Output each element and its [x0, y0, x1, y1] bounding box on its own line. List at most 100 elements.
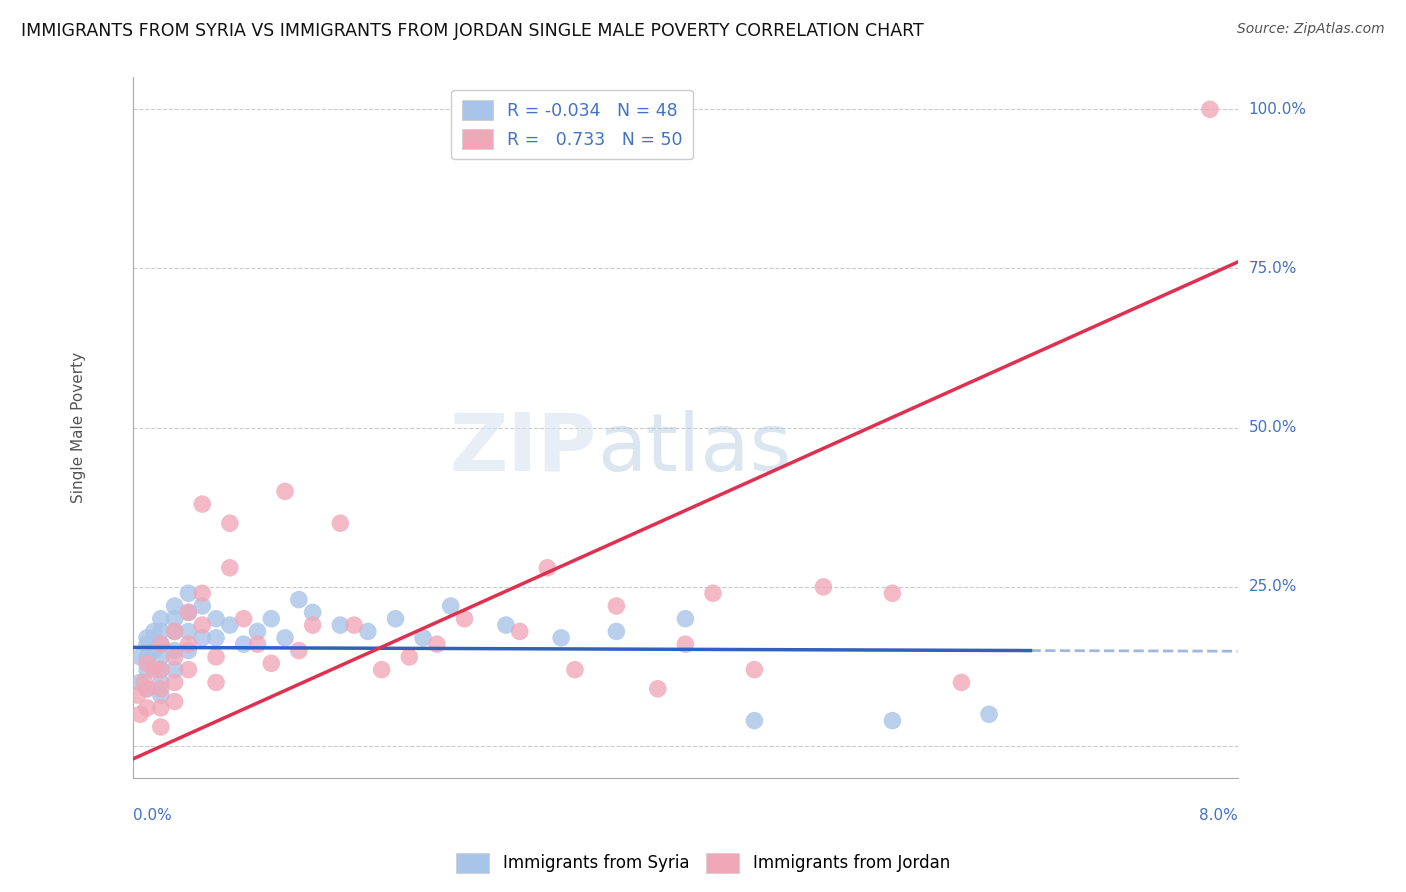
Point: [218, 618, 240, 632]
Point: [301, 618, 323, 632]
Point: [495, 618, 517, 632]
Point: [398, 649, 420, 664]
Point: [163, 599, 186, 613]
Point: [177, 637, 200, 651]
Point: [191, 599, 214, 613]
Point: [329, 618, 352, 632]
Point: [744, 663, 766, 677]
Point: [205, 631, 228, 645]
Point: [1199, 103, 1222, 117]
Point: [550, 631, 572, 645]
Point: [149, 688, 172, 702]
Point: [232, 637, 254, 651]
Point: [149, 663, 172, 677]
Point: [149, 701, 172, 715]
Point: [205, 649, 228, 664]
Text: IMMIGRANTS FROM SYRIA VS IMMIGRANTS FROM JORDAN SINGLE MALE POVERTY CORRELATION : IMMIGRANTS FROM SYRIA VS IMMIGRANTS FROM…: [21, 22, 924, 40]
Point: [163, 649, 186, 664]
Point: [149, 663, 172, 677]
Point: [177, 663, 200, 677]
Text: 25.0%: 25.0%: [1249, 580, 1296, 594]
Point: [329, 516, 352, 531]
Point: [564, 663, 586, 677]
Point: [129, 675, 152, 690]
Point: [149, 637, 172, 651]
Point: [191, 497, 214, 511]
Point: [343, 618, 366, 632]
Point: [191, 586, 214, 600]
Point: [301, 605, 323, 619]
Text: 100.0%: 100.0%: [1249, 102, 1306, 117]
Point: [136, 637, 159, 651]
Point: [163, 643, 186, 657]
Point: [149, 649, 172, 664]
Point: [142, 624, 165, 639]
Point: [702, 586, 724, 600]
Point: [163, 663, 186, 677]
Point: [136, 663, 159, 677]
Point: [191, 618, 214, 632]
Point: [149, 612, 172, 626]
Point: [509, 624, 531, 639]
Legend: Immigrants from Syria, Immigrants from Jordan: Immigrants from Syria, Immigrants from J…: [450, 847, 956, 880]
Point: [191, 631, 214, 645]
Point: [744, 714, 766, 728]
Text: 8.0%: 8.0%: [1199, 808, 1237, 823]
Point: [177, 586, 200, 600]
Point: [149, 624, 172, 639]
Point: [232, 612, 254, 626]
Point: [136, 631, 159, 645]
Point: [205, 675, 228, 690]
Legend: R = -0.034   N = 48, R =   0.733   N = 50: R = -0.034 N = 48, R = 0.733 N = 50: [451, 89, 693, 160]
Point: [647, 681, 669, 696]
Point: [440, 599, 463, 613]
Text: ZIP: ZIP: [450, 409, 598, 488]
Point: [149, 681, 172, 696]
Point: [426, 637, 449, 651]
Point: [412, 631, 434, 645]
Point: [127, 688, 149, 702]
Point: [136, 649, 159, 664]
Point: [977, 707, 1000, 722]
Point: [163, 624, 186, 639]
Point: [163, 624, 186, 639]
Point: [384, 612, 406, 626]
Point: [288, 643, 311, 657]
Point: [218, 561, 240, 575]
Point: [673, 637, 696, 651]
Point: [129, 707, 152, 722]
Point: [136, 701, 159, 715]
Point: [274, 631, 297, 645]
Point: [177, 643, 200, 657]
Text: Single Male Poverty: Single Male Poverty: [70, 352, 86, 503]
Point: [177, 605, 200, 619]
Text: 0.0%: 0.0%: [134, 808, 172, 823]
Point: [142, 643, 165, 657]
Point: [205, 612, 228, 626]
Point: [246, 624, 269, 639]
Point: [605, 624, 627, 639]
Point: [882, 714, 904, 728]
Point: [673, 612, 696, 626]
Point: [177, 605, 200, 619]
Point: [149, 637, 172, 651]
Point: [218, 516, 240, 531]
Text: Source: ZipAtlas.com: Source: ZipAtlas.com: [1237, 22, 1385, 37]
Point: [357, 624, 380, 639]
Point: [605, 599, 627, 613]
Point: [370, 663, 392, 677]
Point: [246, 637, 269, 651]
Point: [950, 675, 973, 690]
Point: [260, 612, 283, 626]
Point: [136, 657, 159, 671]
Point: [136, 681, 159, 696]
Point: [536, 561, 558, 575]
Point: [163, 612, 186, 626]
Point: [260, 657, 283, 671]
Point: [136, 681, 159, 696]
Point: [134, 675, 156, 690]
Point: [882, 586, 904, 600]
Point: [813, 580, 835, 594]
Point: [142, 663, 165, 677]
Point: [163, 675, 186, 690]
